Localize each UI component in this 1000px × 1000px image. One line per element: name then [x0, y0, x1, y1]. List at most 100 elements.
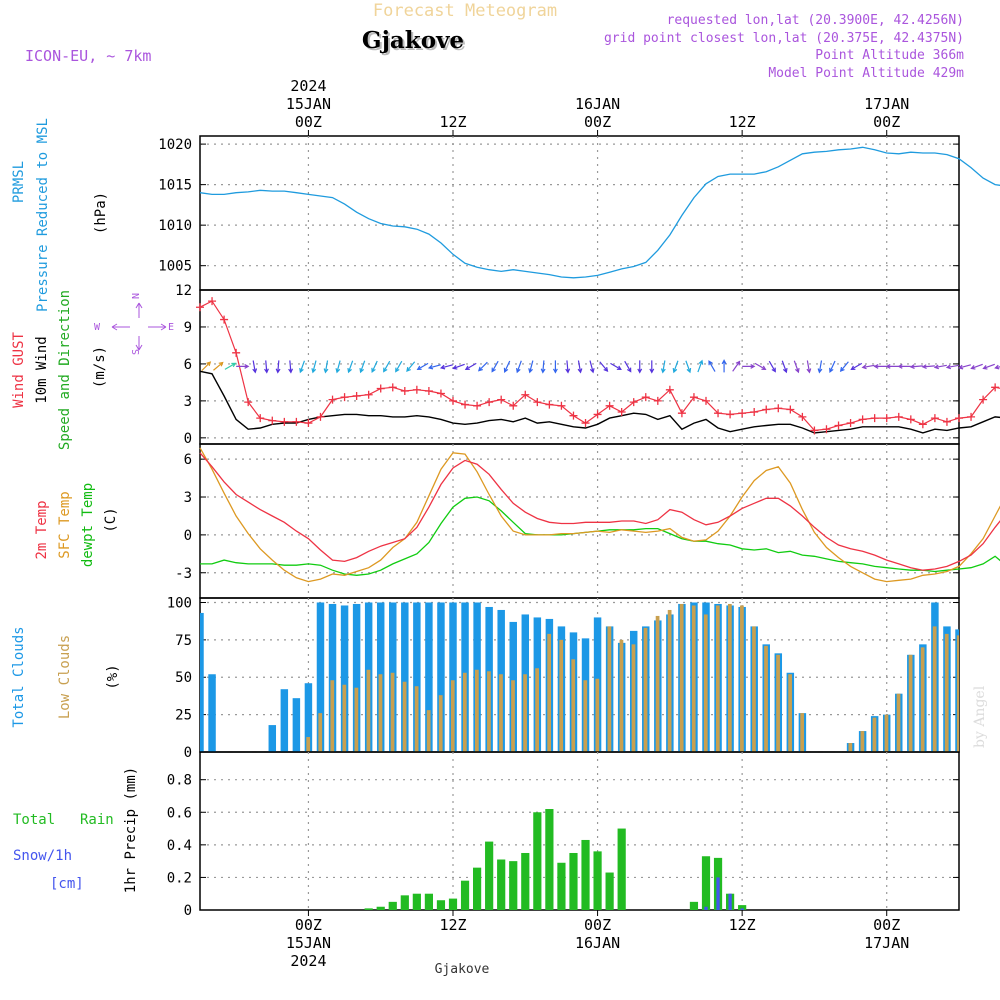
date-label: 17JAN: [864, 95, 909, 113]
low-cloud-bar: [920, 647, 925, 752]
rain-bar: [617, 828, 626, 910]
wind-gust-marker: [858, 415, 867, 424]
low-cloud-bar: [414, 686, 419, 752]
y-tick-label: 100: [167, 595, 192, 611]
wind-direction-arrow: [768, 360, 776, 373]
wind-gust-marker: [846, 419, 855, 428]
low-cloud-bar: [932, 626, 937, 752]
wind-direction-arrow: [516, 360, 522, 374]
wind-gust-label: Wind GUST: [11, 332, 27, 408]
wind-gust-marker: [714, 409, 723, 418]
low-cloud-bar: [872, 717, 877, 752]
rain-bar: [376, 906, 385, 910]
low-cloud-bar: [715, 605, 720, 752]
low-clouds-label: Low Clouds: [57, 635, 73, 719]
station-name-shadow: Gjakove: [364, 29, 466, 56]
low-cloud-bar: [462, 672, 467, 752]
wind-gust-marker: [834, 421, 843, 430]
wind-direction-arrow: [552, 360, 558, 374]
rain-bar: [521, 852, 530, 910]
watermark: by Angel: [972, 685, 988, 748]
wind-direction-arrow: [252, 360, 258, 374]
low-cloud-bar: [703, 614, 708, 752]
low-cloud-bar: [583, 680, 588, 752]
compass-ew-arrows-icon: [111, 323, 167, 331]
y-tick-label: 0: [184, 431, 192, 447]
compass-n-letter: N: [131, 293, 142, 299]
rain-bar: [581, 839, 590, 910]
temp-sfc-label: SFC Temp: [57, 491, 73, 558]
low-cloud-bar: [487, 671, 491, 752]
wind-direction-arrow: [427, 364, 441, 370]
low-cloud-bar: [378, 674, 383, 752]
low-cloud-bar: [499, 674, 503, 752]
wind-direction-arrow: [335, 360, 341, 374]
wind-gust-marker: [653, 396, 662, 405]
wind-direction-arrow: [637, 360, 643, 374]
temperature-series: [199, 447, 1000, 583]
wind-gust-marker: [497, 395, 506, 404]
y-tick-label: 0.4: [167, 838, 192, 854]
time-tick-label: 00Z: [295, 916, 322, 934]
wind-direction-arrow: [610, 362, 622, 371]
y-tick-label: 0: [184, 903, 192, 919]
precip-grid: [200, 752, 959, 910]
pressure-grid: [200, 136, 959, 290]
rain-bar: [448, 898, 458, 910]
total-cloud-bar: [200, 612, 204, 752]
wind-direction-arrow: [742, 363, 756, 369]
temperature-y-axis: -3 0 3 6: [175, 452, 959, 582]
year-label: 2024: [290, 952, 326, 970]
low-cloud-bar: [655, 615, 660, 752]
wind-direction-arrow: [452, 363, 465, 370]
snow-unit-label: [cm]: [50, 876, 84, 892]
wind-direction-arrow: [850, 362, 863, 371]
wind-direction-arrow: [347, 360, 354, 374]
rain-bar: [400, 895, 409, 910]
wind-gust-marker: [196, 303, 204, 312]
low-cloud-bar: [752, 626, 756, 752]
wind-direction-arrow: [897, 363, 911, 369]
wind-direction-arrow: [806, 360, 812, 374]
wind-direction-arrow: [503, 360, 511, 373]
date-label: 16JAN: [575, 934, 620, 952]
wind-gust-marker: [569, 411, 578, 420]
low-cloud-bar: [631, 644, 636, 752]
wind-direction-arrow: [464, 362, 477, 371]
compass-s-letter: S: [131, 349, 142, 355]
wind-direction-arrow: [982, 363, 995, 370]
wind-gust-marker: [521, 390, 530, 399]
y-tick-label: 1005: [158, 259, 192, 275]
rain-bar: [412, 893, 421, 910]
prmsl-label: PRMSL: [11, 161, 27, 203]
wind-gust-marker: [208, 297, 217, 306]
rain-bar: [497, 859, 506, 910]
compass-e-letter: E: [168, 322, 174, 333]
wind-gust-marker: [557, 401, 566, 410]
total-cloud-bar: [208, 674, 216, 752]
wind-direction-arrow: [697, 359, 704, 373]
wind-gust-marker: [304, 419, 313, 428]
low-cloud-bar: [896, 693, 901, 752]
wind-panel: 0 3 6 9 12 Wind GUST 10m Wind Speed and Dire…: [11, 283, 1000, 450]
wind-direction-arrow: [793, 360, 800, 374]
total-cloud-bar: [328, 603, 337, 752]
rain-bar: [472, 867, 482, 910]
pressure-panel: 1005 1010 1015 1020 PRMSL Pressure Reduced …: [11, 118, 1000, 312]
y-tick-label: 3: [184, 394, 192, 410]
rain-bar: [701, 856, 711, 910]
rain-bar: [545, 809, 554, 910]
wind-gust-marker: [533, 398, 542, 407]
rain-bar: [436, 900, 446, 910]
low-cloud-bar: [679, 603, 684, 752]
forecast-title: Forecast Meteogram: [373, 1, 557, 21]
wind-direction-arrow: [873, 363, 887, 369]
wind-gust-marker: [424, 387, 433, 396]
wind-gust-marker: [400, 387, 409, 396]
snow-bar: [728, 893, 732, 910]
wind-direction-arrow: [624, 360, 632, 373]
wind-direction-arrow: [264, 360, 269, 374]
year-label: 2024: [290, 77, 326, 95]
